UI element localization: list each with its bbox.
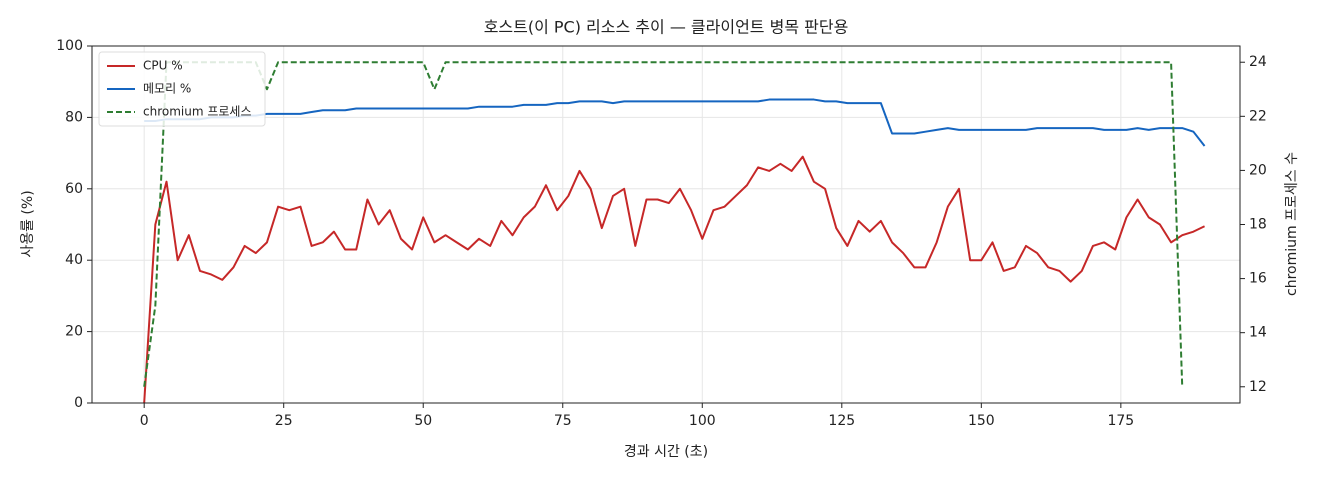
y-axis-label: 사용률 (%) — [20, 190, 36, 257]
legend-label: chromium 프로세스 — [143, 105, 252, 119]
y2-axis-label: chromium 프로세스 수 — [1284, 152, 1300, 296]
y2-tick-label: 12 — [1249, 379, 1267, 395]
series-line — [143, 155, 1205, 404]
x-tick-label: 25 — [275, 413, 293, 429]
y-tick-label: 40 — [65, 252, 83, 268]
x-tick-label: 75 — [554, 413, 572, 429]
x-tick-label: 50 — [414, 413, 432, 429]
x-tick-label: 100 — [689, 413, 716, 429]
y2-tick-label: 16 — [1249, 271, 1267, 287]
y2-tick-label: 22 — [1249, 108, 1267, 124]
x-tick-label: 175 — [1107, 413, 1134, 429]
legend-box — [98, 51, 266, 127]
y-tick-label: 100 — [56, 38, 83, 54]
chart-title: 호스트(이 PC) 리소스 추이 — 클라이언트 병목 판단용 — [484, 18, 849, 37]
x-tick-label: 0 — [140, 413, 149, 429]
y-tick-label: 0 — [74, 395, 83, 411]
plot-frame — [91, 45, 1241, 404]
y2-tick-label: 20 — [1249, 162, 1267, 178]
series-line — [144, 98, 1206, 147]
series-line — [143, 61, 1184, 387]
y-tick-label: 80 — [65, 109, 83, 125]
y2-tick-label: 14 — [1249, 325, 1267, 341]
y2-tick-label: 18 — [1249, 217, 1267, 233]
y-tick-label: 60 — [65, 181, 83, 197]
y-tick-label: 20 — [65, 324, 83, 340]
legend-label: CPU % — [143, 59, 183, 73]
y2-tick-label: 24 — [1249, 54, 1267, 70]
x-tick-label: 125 — [828, 413, 855, 429]
x-tick-label: 150 — [968, 413, 995, 429]
x-axis-label: 경과 시간 (초) — [624, 444, 708, 460]
legend-label: 메모리 % — [143, 82, 191, 96]
